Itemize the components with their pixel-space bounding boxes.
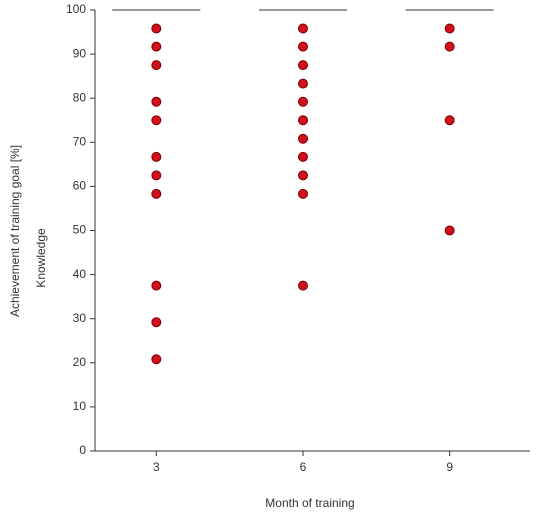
outlier-point bbox=[298, 115, 308, 126]
outlier-point bbox=[151, 188, 162, 199]
outlier-point bbox=[298, 41, 308, 52]
outlier-point bbox=[298, 280, 308, 291]
outlier-point bbox=[151, 170, 162, 181]
y-tick-label: 60 bbox=[73, 179, 87, 193]
outlier-point bbox=[444, 23, 455, 34]
outlier-point bbox=[298, 133, 308, 144]
outlier-point bbox=[298, 23, 308, 34]
y-tick-label: 100 bbox=[66, 2, 86, 16]
outlier-point bbox=[151, 60, 162, 71]
outlier-point bbox=[151, 115, 162, 126]
y-tick-label: 50 bbox=[73, 223, 87, 237]
y-tick-label: 90 bbox=[73, 46, 87, 60]
x-tick-label: 6 bbox=[300, 460, 307, 474]
outlier-point bbox=[151, 41, 162, 52]
y-axis-sublabel: Knowledge bbox=[34, 228, 48, 288]
outlier-point bbox=[444, 41, 455, 52]
x-tick-label: 3 bbox=[153, 460, 160, 474]
outlier-point bbox=[298, 188, 308, 199]
y-tick-label: 70 bbox=[73, 134, 87, 148]
outlier-point bbox=[298, 78, 308, 89]
outlier-point bbox=[151, 317, 162, 328]
outlier-point bbox=[151, 151, 162, 162]
x-tick-label: 9 bbox=[446, 460, 453, 474]
y-tick-label: 10 bbox=[73, 399, 87, 413]
outlier-point bbox=[298, 151, 308, 162]
outlier-point bbox=[298, 170, 308, 181]
outlier-point bbox=[151, 280, 162, 291]
outlier-point bbox=[151, 354, 162, 365]
y-tick-label: 20 bbox=[73, 355, 87, 369]
outlier-point bbox=[151, 23, 162, 34]
outlier-point bbox=[298, 96, 308, 107]
outlier-point bbox=[298, 60, 308, 71]
y-tick-label: 30 bbox=[73, 311, 87, 325]
y-tick-label: 40 bbox=[73, 267, 87, 281]
outlier-point bbox=[151, 96, 162, 107]
outlier-point bbox=[444, 225, 455, 236]
x-axis-label: Month of training bbox=[265, 496, 354, 510]
y-tick-label: 80 bbox=[73, 90, 87, 104]
y-axis-label: Achievement of training goal [%] bbox=[8, 145, 22, 317]
outlier-point bbox=[444, 115, 455, 126]
y-tick-label: 0 bbox=[79, 443, 86, 457]
